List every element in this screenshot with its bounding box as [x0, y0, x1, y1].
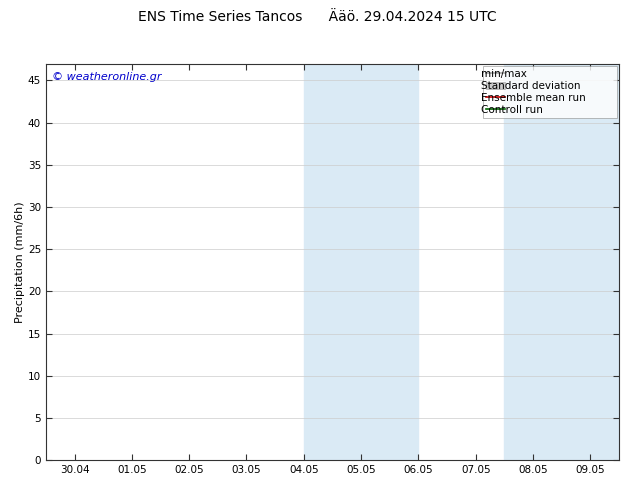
Legend: min/max, Standard deviation, Ensemble mean run, Controll run: min/max, Standard deviation, Ensemble me…: [483, 66, 617, 118]
Y-axis label: Precipitation (mm/6h): Precipitation (mm/6h): [15, 201, 25, 323]
Bar: [304, 64, 418, 460]
Text: © weatheronline.gr: © weatheronline.gr: [51, 72, 161, 81]
Bar: [505, 64, 619, 460]
Text: ENS Time Series Tancos      Ääö. 29.04.2024 15 UTC: ENS Time Series Tancos Ääö. 29.04.2024 1…: [138, 10, 496, 24]
